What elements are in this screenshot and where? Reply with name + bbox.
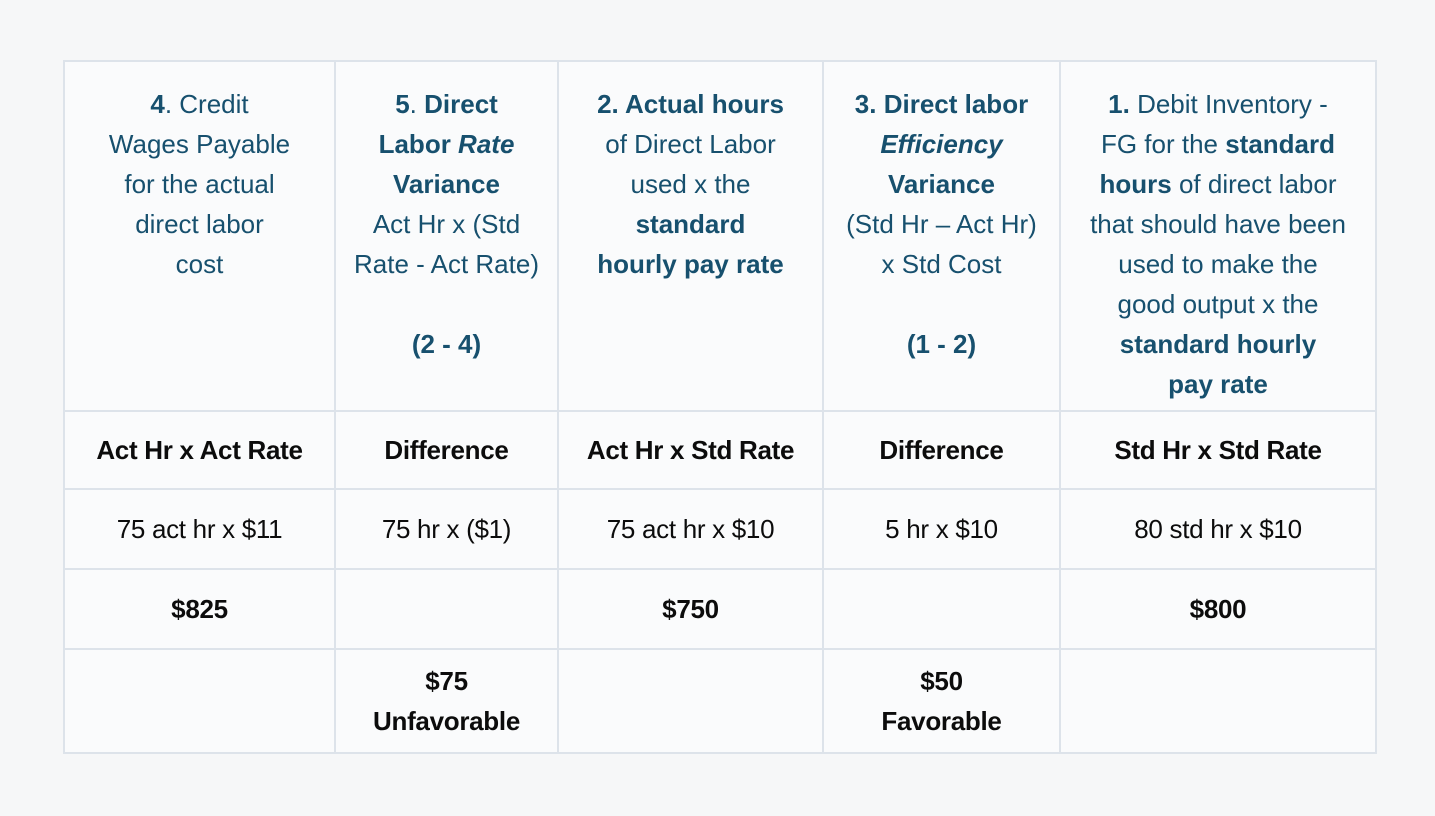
formula-cell-act-hr-act-rate: Act Hr x Act Rate (63, 410, 336, 490)
header-cell-credit-wages-payable: 4. Credit Wages Payable for the actual d… (63, 60, 336, 412)
total-cell-empty-1 (334, 568, 559, 650)
variance-cell-favorable: $50 Favorable (822, 648, 1061, 754)
total-cell-800: $800 (1059, 568, 1377, 650)
variance-cell-empty-3 (1059, 648, 1377, 754)
formula-cell-std-hr-std-rate: Std Hr x Std Rate (1059, 410, 1377, 490)
header-cell-rate-variance: 5. Direct Labor Rate Variance Act Hr x (… (334, 60, 559, 412)
value-cell-standard: 80 std hr x $10 (1059, 488, 1377, 570)
header-cell-actual-hours: 2. Actual hours of Direct Labor used x t… (557, 60, 824, 412)
variance-cell-unfavorable: $75 Unfavorable (334, 648, 559, 754)
formula-cell-act-hr-std-rate: Act Hr x Std Rate (557, 410, 824, 490)
variance-cell-empty-2 (557, 648, 824, 754)
total-cell-empty-2 (822, 568, 1061, 650)
value-cell-actual-at-std: 75 act hr x $10 (557, 488, 824, 570)
header-cell-debit-inventory: 1. Debit Inventory - FG for the standard… (1059, 60, 1377, 412)
formula-cell-difference-efficiency: Difference (822, 410, 1061, 490)
header-cell-efficiency-variance: 3. Direct labor Efficiency Variance (Std… (822, 60, 1061, 412)
formula-row: Act Hr x Act Rate Difference Act Hr x St… (63, 410, 1377, 490)
total-cell-825: $825 (63, 568, 336, 650)
variance-result-row: $75 Unfavorable $50 Favorable (63, 648, 1377, 754)
labor-variance-table: 4. Credit Wages Payable for the actual d… (63, 60, 1377, 754)
value-cell-hour-difference: 5 hr x $10 (822, 488, 1061, 570)
value-cell-actual: 75 act hr x $11 (63, 488, 336, 570)
variance-cell-empty-1 (63, 648, 336, 754)
description-header-row: 4. Credit Wages Payable for the actual d… (63, 60, 1377, 412)
formula-cell-difference-rate: Difference (334, 410, 559, 490)
totals-row: $825 $750 $800 (63, 568, 1377, 650)
values-row: 75 act hr x $11 75 hr x ($1) 75 act hr x… (63, 488, 1377, 570)
total-cell-750: $750 (557, 568, 824, 650)
value-cell-rate-difference: 75 hr x ($1) (334, 488, 559, 570)
